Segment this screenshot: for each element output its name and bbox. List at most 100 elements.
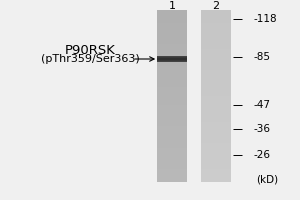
Bar — [201, 160, 231, 165]
Bar — [201, 19, 231, 23]
Bar — [201, 165, 231, 169]
Bar — [158, 53, 188, 58]
Bar — [158, 14, 188, 19]
Bar — [201, 100, 231, 105]
Bar — [201, 173, 231, 178]
Bar — [201, 130, 231, 135]
Bar — [158, 87, 188, 92]
Text: -36: -36 — [254, 124, 271, 134]
Bar — [201, 122, 231, 126]
Bar — [158, 58, 188, 59]
Bar — [201, 126, 231, 131]
Bar — [158, 66, 188, 71]
Bar — [158, 56, 188, 57]
Bar — [201, 10, 231, 15]
Bar — [158, 117, 188, 122]
Bar — [158, 122, 188, 126]
Bar — [158, 58, 188, 59]
Bar — [201, 156, 231, 161]
Text: P90RSK: P90RSK — [64, 45, 116, 58]
Bar — [201, 49, 231, 53]
Bar — [201, 74, 231, 79]
Bar — [158, 139, 188, 144]
Bar — [158, 178, 188, 182]
Bar — [201, 40, 231, 45]
Bar — [158, 60, 188, 61]
Text: -47: -47 — [254, 100, 271, 110]
Bar — [158, 113, 188, 118]
Bar — [201, 96, 231, 101]
Bar — [158, 61, 188, 62]
Bar — [201, 70, 231, 75]
Text: (pThr359/Ser363): (pThr359/Ser363) — [40, 54, 140, 64]
Bar — [158, 160, 188, 165]
Bar — [158, 143, 188, 148]
Bar — [158, 60, 188, 61]
Bar — [158, 152, 188, 157]
Bar — [158, 44, 188, 49]
Bar — [158, 105, 188, 109]
Bar — [158, 79, 188, 84]
Text: (kD): (kD) — [256, 174, 279, 184]
Bar — [201, 92, 231, 96]
Bar — [201, 57, 231, 62]
Bar — [201, 53, 231, 58]
Bar — [158, 10, 188, 15]
Bar — [158, 109, 188, 114]
Bar — [201, 44, 231, 49]
Bar — [158, 57, 188, 58]
Bar — [201, 36, 231, 40]
Bar — [201, 105, 231, 109]
Bar — [158, 56, 188, 57]
Bar — [158, 40, 188, 45]
Bar — [158, 70, 188, 75]
Bar — [201, 113, 231, 118]
Bar — [158, 126, 188, 131]
Bar — [158, 156, 188, 161]
Bar — [158, 56, 188, 62]
Bar — [201, 66, 231, 71]
Bar — [158, 100, 188, 105]
Bar — [158, 96, 188, 101]
Bar — [201, 117, 231, 122]
Bar — [201, 143, 231, 148]
Bar — [158, 36, 188, 40]
Bar — [201, 109, 231, 114]
Bar — [158, 49, 188, 53]
Bar — [201, 83, 231, 88]
Bar — [158, 169, 188, 174]
Bar — [158, 165, 188, 169]
Bar — [158, 23, 188, 28]
Text: 1: 1 — [169, 1, 176, 11]
Bar — [201, 23, 231, 28]
Bar — [201, 62, 231, 66]
Bar — [158, 74, 188, 79]
Bar — [201, 169, 231, 174]
Text: -26: -26 — [254, 150, 271, 160]
Text: -118: -118 — [254, 14, 277, 24]
Bar — [201, 14, 231, 19]
Bar — [158, 83, 188, 88]
Bar — [201, 79, 231, 84]
Bar — [158, 19, 188, 23]
Bar — [201, 135, 231, 139]
Bar — [201, 27, 231, 32]
Bar — [158, 173, 188, 178]
Bar — [201, 148, 231, 152]
Text: 2: 2 — [212, 1, 220, 11]
Bar — [158, 62, 188, 66]
Bar — [158, 148, 188, 152]
Bar — [158, 31, 188, 36]
Bar — [158, 57, 188, 58]
Bar — [201, 31, 231, 36]
Bar — [201, 178, 231, 182]
Bar — [158, 27, 188, 32]
Text: -85: -85 — [254, 52, 271, 62]
Bar — [158, 130, 188, 135]
Bar — [158, 92, 188, 96]
Bar — [158, 59, 188, 60]
Bar — [201, 152, 231, 157]
Bar — [201, 87, 231, 92]
Bar — [158, 135, 188, 139]
Bar — [201, 139, 231, 144]
